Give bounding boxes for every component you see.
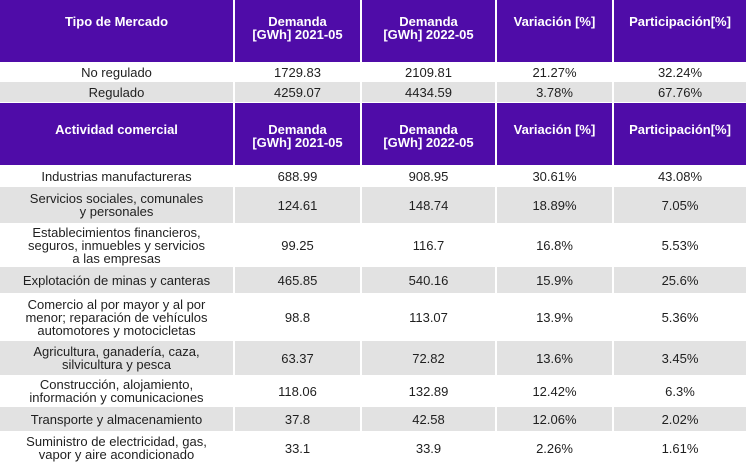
header-demand-2022: Demanda [GWh] 2022-05 <box>362 0 497 62</box>
row-name: No regulado <box>0 62 235 82</box>
row-variation: 15.9% <box>497 267 614 293</box>
row-participation: 6.3% <box>614 375 746 407</box>
row-participation: 3.45% <box>614 341 746 375</box>
row-variation: 3.78% <box>497 82 614 102</box>
header-variation: Variación [%] <box>497 0 614 62</box>
row-participation: 1.61% <box>614 431 746 465</box>
table-row: Industrias manufactureras 688.99 908.95 … <box>0 165 746 187</box>
table-row: No regulado 1729.83 2109.81 21.27% 32.24… <box>0 62 746 82</box>
row-name: Transporte y almacenamiento <box>0 407 235 431</box>
row-demand-2021: 99.25 <box>235 223 362 267</box>
row-variation: 18.89% <box>497 187 614 223</box>
row-name: Comercio al por mayor y al por menor; re… <box>0 293 235 341</box>
row-variation: 2.26% <box>497 431 614 465</box>
row-demand-2022: 42.58 <box>362 407 497 431</box>
header-variation: Variación [%] <box>497 103 614 165</box>
row-participation: 5.36% <box>614 293 746 341</box>
row-variation: 12.06% <box>497 407 614 431</box>
row-demand-2021: 4259.07 <box>235 82 362 102</box>
row-demand-2021: 1729.83 <box>235 62 362 82</box>
row-demand-2021: 33.1 <box>235 431 362 465</box>
market-header-row: Tipo de Mercado Demanda [GWh] 2021-05 De… <box>0 0 746 62</box>
row-variation: 30.61% <box>497 165 614 187</box>
table-row: Servicios sociales, comunales y personal… <box>0 187 746 223</box>
row-participation: 32.24% <box>614 62 746 82</box>
row-demand-2021: 124.61 <box>235 187 362 223</box>
row-name: Regulado <box>0 82 235 102</box>
row-name: Suministro de electricidad, gas, vapor y… <box>0 431 235 465</box>
table-row: Agricultura, ganadería, caza, silvicultu… <box>0 341 746 375</box>
row-participation: 67.76% <box>614 82 746 102</box>
row-participation: 7.05% <box>614 187 746 223</box>
row-demand-2022: 148.74 <box>362 187 497 223</box>
row-demand-2022: 908.95 <box>362 165 497 187</box>
header-commercial-activity: Actividad comercial <box>0 103 235 165</box>
row-name: Explotación de minas y canteras <box>0 267 235 293</box>
table-row: Explotación de minas y canteras 465.85 5… <box>0 267 746 293</box>
table-row: Comercio al por mayor y al por menor; re… <box>0 293 746 341</box>
table-row: Transporte y almacenamiento 37.8 42.58 1… <box>0 407 746 431</box>
row-variation: 13.6% <box>497 341 614 375</box>
table-row: Construcción, alojamiento, información y… <box>0 375 746 407</box>
table-row: Regulado 4259.07 4434.59 3.78% 67.76% <box>0 82 746 102</box>
row-variation: 12.42% <box>497 375 614 407</box>
row-variation: 13.9% <box>497 293 614 341</box>
header-demand-2021: Demanda [GWh] 2021-05 <box>235 0 362 62</box>
header-demand-2022: Demanda [GWh] 2022-05 <box>362 103 497 165</box>
row-name: Industrias manufactureras <box>0 165 235 187</box>
row-demand-2022: 113.07 <box>362 293 497 341</box>
row-name: Servicios sociales, comunales y personal… <box>0 187 235 223</box>
row-demand-2021: 98.8 <box>235 293 362 341</box>
row-demand-2022: 4434.59 <box>362 82 497 102</box>
header-participation: Participación[%] <box>614 0 746 62</box>
row-name: Agricultura, ganadería, caza, silvicultu… <box>0 341 235 375</box>
row-demand-2022: 33.9 <box>362 431 497 465</box>
row-demand-2022: 540.16 <box>362 267 497 293</box>
row-demand-2022: 116.7 <box>362 223 497 267</box>
row-participation: 43.08% <box>614 165 746 187</box>
row-demand-2021: 465.85 <box>235 267 362 293</box>
row-variation: 16.8% <box>497 223 614 267</box>
row-name: Construcción, alojamiento, información y… <box>0 375 235 407</box>
table-row: Establecimientos financieros, seguros, i… <box>0 223 746 267</box>
header-demand-2021: Demanda [GWh] 2021-05 <box>235 103 362 165</box>
activity-header-row: Actividad comercial Demanda [GWh] 2021-0… <box>0 103 746 165</box>
row-demand-2022: 2109.81 <box>362 62 497 82</box>
header-participation: Participación[%] <box>614 103 746 165</box>
header-market-type: Tipo de Mercado <box>0 0 235 62</box>
row-demand-2022: 132.89 <box>362 375 497 407</box>
table-row: Suministro de electricidad, gas, vapor y… <box>0 431 746 465</box>
row-name: Establecimientos financieros, seguros, i… <box>0 223 235 267</box>
row-demand-2022: 72.82 <box>362 341 497 375</box>
row-participation: 2.02% <box>614 407 746 431</box>
row-variation: 21.27% <box>497 62 614 82</box>
row-demand-2021: 37.8 <box>235 407 362 431</box>
row-participation: 25.6% <box>614 267 746 293</box>
row-demand-2021: 688.99 <box>235 165 362 187</box>
row-participation: 5.53% <box>614 223 746 267</box>
row-demand-2021: 63.37 <box>235 341 362 375</box>
row-demand-2021: 118.06 <box>235 375 362 407</box>
